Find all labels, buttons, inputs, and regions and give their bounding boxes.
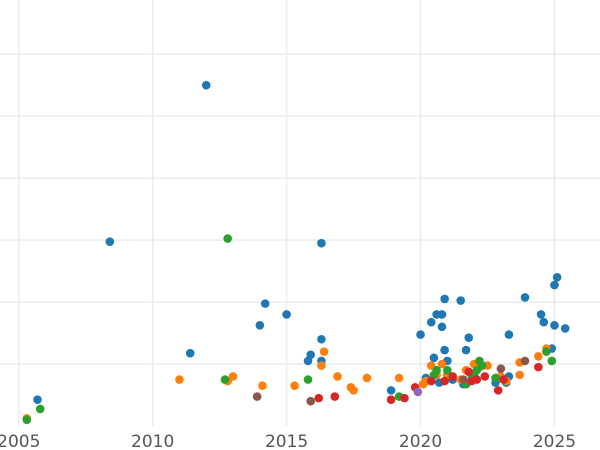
data-point xyxy=(547,356,557,366)
data-point xyxy=(303,375,313,384)
data-point xyxy=(536,310,546,319)
data-point xyxy=(349,386,358,395)
data-point xyxy=(456,296,466,305)
data-point xyxy=(201,80,211,90)
series-5 xyxy=(413,387,423,397)
data-point xyxy=(416,330,425,339)
data-point xyxy=(319,347,329,356)
data-point xyxy=(22,415,32,425)
data-point xyxy=(440,345,449,355)
data-point xyxy=(282,310,291,319)
data-point xyxy=(491,373,500,383)
data-point xyxy=(317,238,326,248)
data-point xyxy=(493,386,503,395)
data-point xyxy=(317,361,326,370)
data-point xyxy=(252,392,262,401)
data-point xyxy=(185,348,195,358)
data-point xyxy=(443,365,452,375)
data-point xyxy=(472,375,482,384)
data-point xyxy=(539,317,549,327)
series-2 xyxy=(22,234,557,425)
series-3 xyxy=(314,362,543,404)
data-point xyxy=(464,367,474,377)
data-point xyxy=(426,376,436,386)
data-point xyxy=(333,372,342,381)
data-point xyxy=(496,364,506,373)
data-point xyxy=(175,375,184,384)
data-point xyxy=(542,347,551,356)
data-point xyxy=(440,376,449,386)
grid-layer xyxy=(0,0,600,426)
x-axis-ticks: 2005 2010 2015 2020 2025 xyxy=(0,432,576,450)
data-point xyxy=(35,404,45,414)
data-point xyxy=(220,375,230,384)
data-point xyxy=(477,361,487,370)
data-point xyxy=(448,372,457,381)
data-point xyxy=(258,381,267,391)
data-point xyxy=(394,373,404,383)
data-point xyxy=(362,373,372,383)
data-point xyxy=(552,272,562,282)
data-point xyxy=(504,330,514,339)
data-point xyxy=(426,317,436,327)
data-point xyxy=(440,294,449,304)
data-point xyxy=(520,356,530,366)
data-point xyxy=(437,359,447,369)
data-point xyxy=(437,310,447,319)
data-point xyxy=(306,396,316,406)
series-0 xyxy=(33,80,570,404)
data-point xyxy=(255,321,265,330)
x-tick-label: 2010 xyxy=(131,432,174,450)
data-point xyxy=(432,365,441,375)
data-point xyxy=(515,370,524,380)
series-4 xyxy=(252,356,530,406)
data-point xyxy=(413,387,423,397)
data-point xyxy=(550,321,559,330)
data-point xyxy=(260,299,270,308)
data-point xyxy=(499,375,508,384)
data-point xyxy=(386,395,396,404)
data-point xyxy=(330,392,340,401)
x-tick-label: 2005 xyxy=(0,432,40,450)
data-point xyxy=(290,381,299,391)
data-point xyxy=(317,334,326,344)
data-point xyxy=(534,351,543,361)
data-point xyxy=(550,280,559,290)
data-point xyxy=(480,372,490,381)
data-point xyxy=(429,353,439,363)
x-tick-label: 2020 xyxy=(399,432,442,450)
data-point xyxy=(223,234,232,243)
data-point xyxy=(459,375,468,384)
data-point xyxy=(314,393,324,403)
data-point xyxy=(464,333,474,343)
x-tick-label: 2015 xyxy=(265,432,308,450)
data-point xyxy=(400,393,409,403)
points-layer xyxy=(22,80,570,425)
data-point xyxy=(306,350,316,360)
data-point xyxy=(105,237,115,246)
data-point xyxy=(520,293,530,302)
data-point xyxy=(33,395,42,404)
data-point xyxy=(534,362,543,372)
data-point xyxy=(437,322,447,332)
data-point xyxy=(228,372,238,381)
data-point xyxy=(386,386,396,395)
data-point xyxy=(560,324,570,333)
x-tick-label: 2025 xyxy=(533,432,576,450)
data-point xyxy=(461,345,471,355)
